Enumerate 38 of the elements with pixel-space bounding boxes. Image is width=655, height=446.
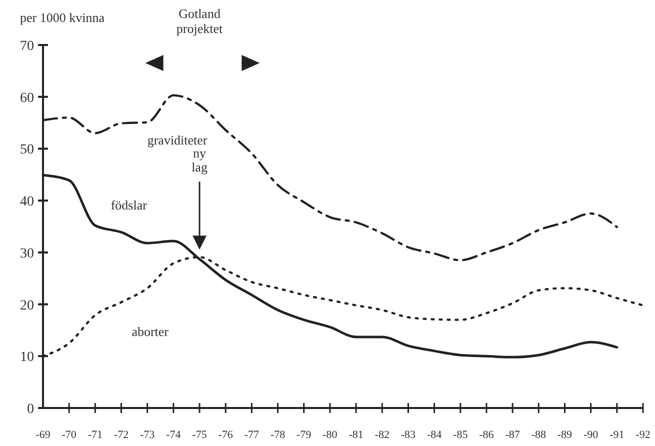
x-tick-label: -83 [400, 429, 416, 441]
y-tick-label: 20 [20, 298, 34, 314]
x-tick-label: -71 [88, 429, 103, 441]
x-tick-label: -85 [453, 429, 468, 441]
y-tick-label: 60 [20, 90, 34, 106]
x-tick-label: -89 [557, 429, 573, 441]
y-tick-label: 0 [27, 402, 34, 417]
x-tick-label: -69 [36, 429, 51, 441]
y-axis-title: per 1000 kvinna [20, 10, 105, 25]
x-tick-label: -80 [322, 429, 338, 441]
x-tick-label: -75 [192, 429, 208, 441]
x-tick-label: -90 [583, 429, 599, 441]
x-tick-label: -76 [218, 429, 234, 441]
x-tick-label: -79 [296, 429, 312, 441]
x-tick-label: -72 [114, 429, 129, 441]
x-tick-label: -88 [531, 429, 546, 441]
x-tick-label: -82 [374, 429, 390, 441]
x-tick-label: -81 [348, 429, 364, 441]
annotation: ny lag [192, 146, 208, 175]
x-tick-label: -86 [479, 429, 494, 441]
y-tick-label: 30 [20, 246, 34, 262]
x-tick-label: -73 [140, 429, 156, 441]
y-tick-label: 50 [20, 142, 34, 158]
x-tick-label: -87 [505, 429, 520, 441]
series-label: födslar [110, 197, 148, 212]
x-tick-label: -84 [426, 429, 442, 441]
x-tick-label: -78 [270, 429, 286, 441]
y-tick-label: 10 [20, 350, 34, 366]
x-tick-label: -74 [166, 429, 182, 441]
x-tick-label: -70 [62, 429, 77, 441]
series-label: aborter [132, 324, 170, 340]
x-tick-label: -91 [610, 429, 624, 441]
y-tick-label: 40 [20, 194, 34, 210]
series-label: graviditeter [147, 132, 208, 148]
x-tick-label: -77 [244, 429, 260, 441]
y-tick-label: 70 [20, 39, 34, 54]
text: Gotland projektet [176, 6, 224, 36]
x-tick-label: -92 [636, 429, 650, 441]
